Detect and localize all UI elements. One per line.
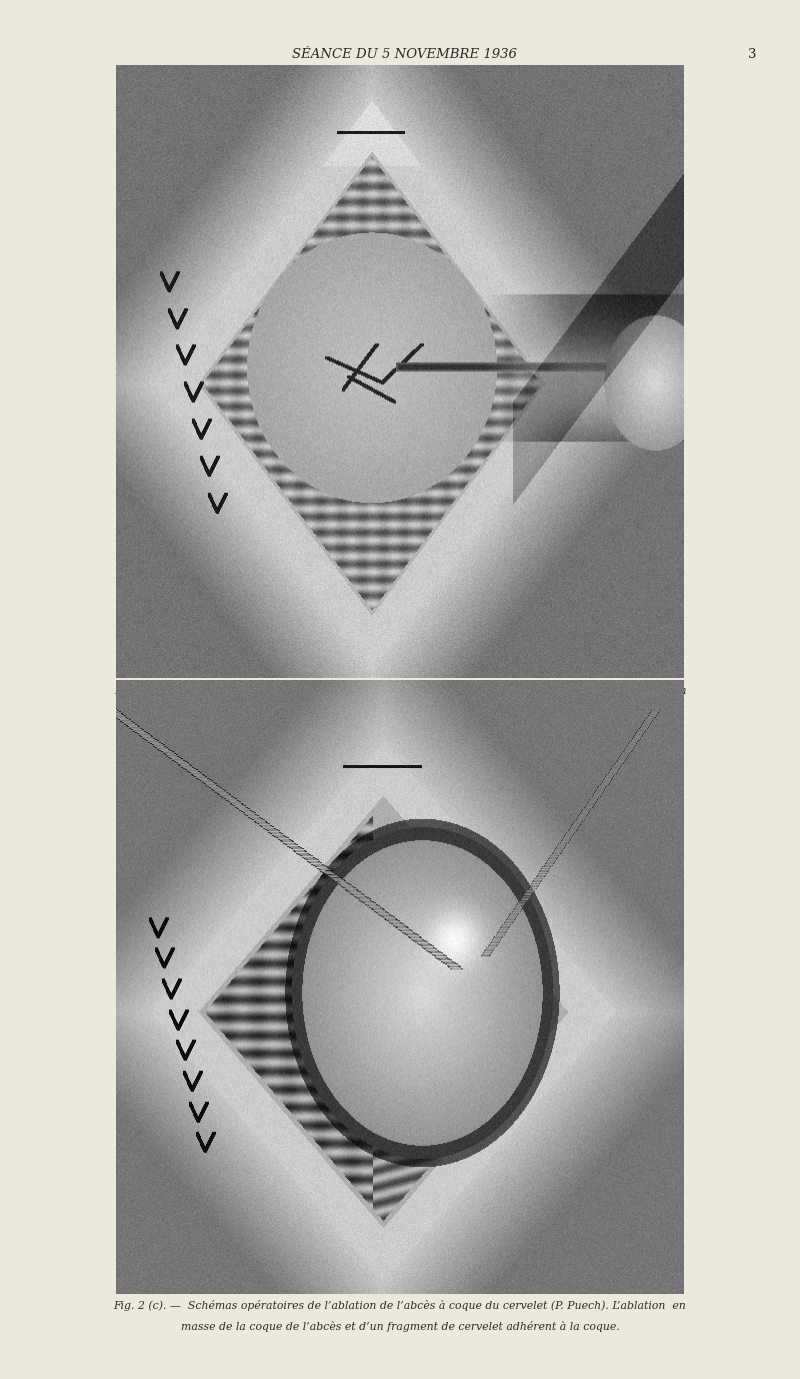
Text: 3: 3 <box>748 48 757 61</box>
Text: masse de la coque de l’abcès et d’un fragment de cervelet adhérent à la coque.: masse de la coque de l’abcès et d’un fra… <box>181 1321 619 1332</box>
Text: Fig. 2 (c). —  Schémas opératoires de l’ablation de l’abcès à coque du cervelet : Fig. 2 (c). — Schémas opératoires de l’a… <box>114 1300 686 1311</box>
Text: SÉANCE DU 5 NOVEMBRE 1936: SÉANCE DU 5 NOVEMBRE 1936 <box>292 48 517 61</box>
Text: de l’abcès cérébelleux profond.: de l’abcès cérébelleux profond. <box>314 706 486 717</box>
Text: Fig. 2 (b). —  Schémas opératoires de  l’ablation de  l’abcès à coque du cervele: Fig. 2 (b). — Schémas opératoires de l’a… <box>114 685 686 696</box>
